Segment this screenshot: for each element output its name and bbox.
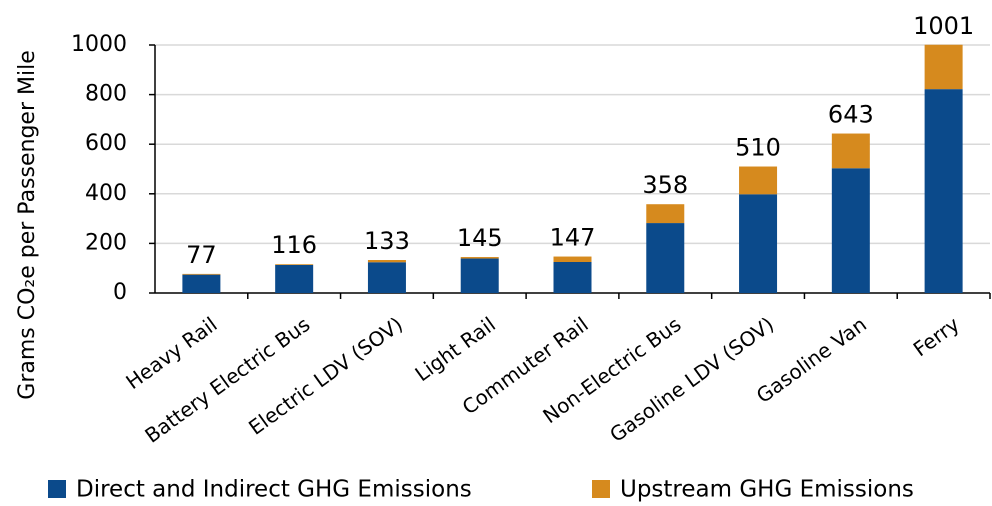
total-label: 145: [457, 224, 503, 252]
total-label: 147: [550, 224, 596, 252]
y-tick-label: 400: [85, 181, 127, 206]
bar-segment: [831, 168, 870, 293]
legend-label: Upstream GHG Emissions: [620, 477, 914, 503]
bar-segment: [924, 44, 963, 90]
bar-segment: [739, 166, 778, 195]
total-label: 133: [364, 227, 410, 255]
bar-segment: [831, 133, 870, 169]
bar-segment: [182, 274, 221, 293]
x-tick-label: Battery Electric Bus: [140, 312, 314, 448]
bar-segment: [739, 194, 778, 293]
total-label: 510: [735, 134, 781, 162]
x-tick-label: Gasoline LDV (SOV): [605, 312, 778, 447]
y-tick-label: 0: [113, 280, 127, 305]
bar-segment: [553, 256, 592, 262]
legend-swatch: [592, 480, 610, 498]
bar-segment: [646, 204, 685, 224]
x-tick-label: Light Rail: [410, 312, 499, 386]
bar-segment: [275, 264, 314, 265]
bar-segment: [182, 273, 221, 275]
total-label: 116: [271, 231, 317, 259]
y-tick-label: 600: [85, 131, 127, 156]
total-label: 358: [642, 171, 688, 199]
bar-segment: [367, 262, 406, 293]
bar-segment: [460, 257, 499, 259]
legend-label: Direct and Indirect GHG Emissions: [76, 477, 472, 503]
total-label: 643: [828, 101, 874, 129]
y-tick-label: 200: [85, 230, 127, 255]
bar-segment: [367, 260, 406, 263]
bar-segment: [460, 258, 499, 293]
bar-segment: [553, 262, 592, 293]
y-tick-label: 1000: [71, 32, 127, 57]
x-tick-label: Ferry: [909, 312, 964, 361]
y-axis-label: Grams CO₂e per Passenger Mile: [15, 50, 40, 399]
bar-segment: [924, 89, 963, 293]
legend-swatch: [48, 480, 66, 498]
bar-segment: [275, 264, 314, 293]
y-tick-label: 800: [85, 82, 127, 107]
bar-segment: [646, 223, 685, 293]
x-tick-label: Electric LDV (SOV): [244, 312, 407, 440]
total-label: 77: [186, 241, 217, 269]
total-label: 1001: [913, 12, 974, 40]
